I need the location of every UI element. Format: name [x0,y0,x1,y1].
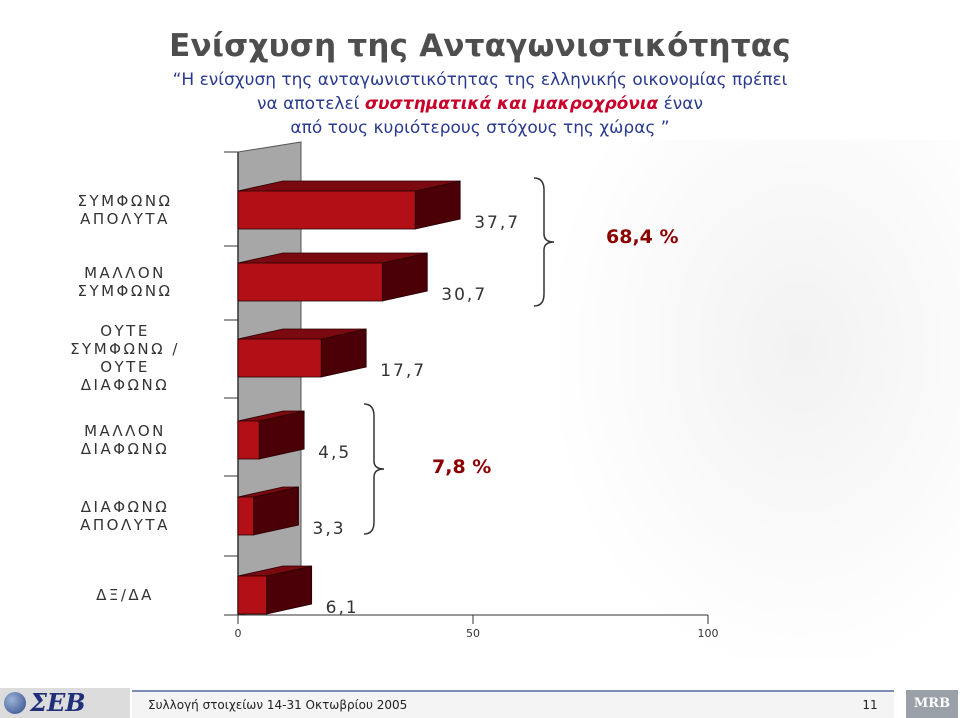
category-label: ΣΥΜΦΩΝΩ ΑΠΟΛΥΤΑ [40,192,210,228]
category-label-line: ΔΙΑΦΩΝΩ [80,376,170,394]
category-label-line: ΔΙΑΦΩΝΩ [80,440,170,458]
footer-bar [132,690,894,718]
category-label-line: ΣΥΜΦΩΝΩ / [70,340,180,358]
quote-line-3: από τους κυριότερους στόχους της χώρας ” [290,118,670,138]
page-number: 11 [862,698,878,712]
category-label-line: ΜΑΛΛΟΝ [84,264,166,282]
brace-disagree [363,403,385,535]
x-tick-label: 50 [466,627,480,640]
category-label-line: ΣΥΜΦΩΝΩ [77,282,173,300]
group-total-disagree: 7,8 % [432,456,492,478]
quote-highlight: συστηματικά και μακροχρόνια [364,94,659,114]
quote-line-2-before: να αποτελεί [257,94,365,114]
category-label-line: ΣΥΜΦΩΝΩ [77,192,173,210]
category-label-line: ΜΑΛΛΟΝ [84,422,166,440]
data-label: 6,1 [326,598,359,618]
data-label: 30,7 [441,285,487,305]
bar-chart: 0 50 100 37,7 30,7 17,7 4,5 3,3 6,1 [224,141,719,640]
brace-agree [533,177,555,307]
category-label-line: ΟΥΤΕ [100,358,150,376]
bar [237,190,416,230]
data-label: 4,5 [318,443,351,463]
x-tick-label: 0 [235,627,242,640]
x-tick-label: 100 [698,627,719,640]
group-total-agree: 68,4 % [606,226,679,248]
category-label: ΜΑΛΛΟΝ ΣΥΜΦΩΝΩ [40,264,210,300]
footer-text: Συλλογή στοιχείων 14-31 Οκτωβρίου 2005 [148,698,408,712]
bar [237,338,322,378]
category-label: ΜΑΛΛΟΝ ΔΙΑΦΩΝΩ [40,422,210,458]
seb-logo: ΣΕΒ [30,688,86,717]
data-label: 17,7 [380,361,426,381]
category-label-line: ΑΠΟΛΥΤΑ [80,516,170,534]
data-label: 37,7 [474,213,520,233]
quote-line-2-after: έναν [658,94,703,114]
bar [237,496,254,536]
category-label: ΟΥΤΕ ΣΥΜΦΩΝΩ / ΟΥΤΕ ΔΙΑΦΩΝΩ [40,322,210,394]
category-label-line: ΔΞ/ΔΑ [96,586,154,604]
quote-text: “Η ενίσχυση της ανταγωνιστικότητας της ε… [100,68,860,140]
quote-line-1: “Η ενίσχυση της ανταγωνιστικότητας της ε… [172,70,788,90]
category-label: ΔΞ/ΔΑ [40,586,210,604]
category-label: ΔΙΑΦΩΝΩ ΑΠΟΛΥΤΑ [40,498,210,534]
quote-line-2: να αποτελεί συστηματικά και μακροχρόνια … [100,92,860,116]
bar [237,575,268,615]
data-label: 3,3 [313,519,346,539]
category-label-line: ΔΙΑΦΩΝΩ [80,498,170,516]
bar [237,420,260,460]
globe-icon [4,692,26,714]
category-label-line: ΟΥΤΕ [100,322,150,340]
bar [237,262,383,302]
category-label-line: ΑΠΟΛΥΤΑ [80,210,170,228]
mrb-logo: MRB [906,690,958,718]
page-title: Ενίσχυση της Ανταγωνιστικότητας [169,28,791,64]
